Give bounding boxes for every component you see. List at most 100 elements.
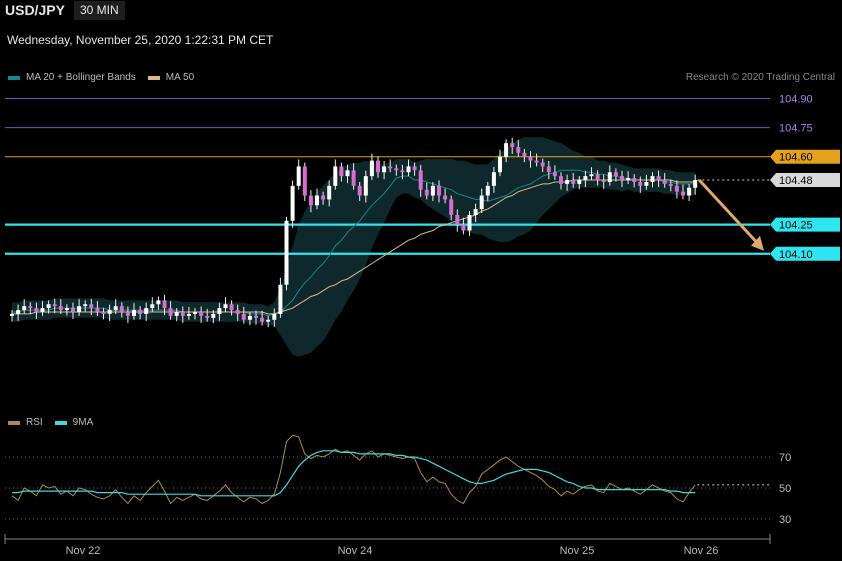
candle-body-up [150,304,155,309]
candle-body-up [430,185,435,196]
candle [296,159,301,190]
candle [437,180,441,203]
rsi-panel: 70 50 30 [5,434,791,526]
candle-body-down [162,300,167,309]
candle [284,216,289,291]
candle-body-down [52,304,57,307]
candle-body-up [479,195,484,210]
candle [613,168,618,182]
candle [546,160,551,180]
candle [595,170,600,186]
candle-body-down [388,166,393,169]
projection-arrow-head [751,235,764,251]
candle-body-up [247,315,252,320]
candle-body-down [437,185,441,196]
candle [138,306,143,320]
timeframe-button[interactable]: 30 MIN [74,1,125,20]
candle-body-down [534,160,539,163]
candle [52,298,57,314]
candle-body-up [363,176,368,196]
candle [278,277,283,318]
candle-body-up [327,185,332,200]
candle [363,170,368,203]
candle-body-up [467,214,472,231]
legend-item-ma50: MA 50 [147,72,194,83]
candle-body-up [290,185,295,221]
candle [156,296,161,310]
price-tag-support: 104.25 [770,217,840,232]
candle-body-down [95,308,100,312]
candle [95,301,100,316]
rsi-legend: RSI 9MA [8,417,105,428]
candle [485,181,490,201]
candle-body-up [345,170,350,177]
candle [632,174,637,188]
candle [644,174,649,190]
candle-body-down [662,180,667,184]
candle [552,165,557,181]
candle-body-up [186,313,191,316]
candle-body-down [199,312,204,316]
candle [620,170,624,188]
candle-body-down [229,304,234,311]
candle-body-up [589,174,594,177]
candle-body-down [205,315,210,318]
candle [565,174,570,191]
legend-swatch-rsi [8,420,20,425]
candle-body-up [607,172,612,182]
price-tag-box [770,246,840,261]
candle-body-down [321,195,326,200]
candle [125,306,130,323]
candle-body-up [217,308,222,314]
legend-label-rsi: RSI [26,417,43,428]
rsi-tick-label: 30 [779,514,791,526]
candle [510,137,515,155]
candle-body-down [455,214,460,225]
candle [272,308,277,327]
candle-body-down [552,172,557,177]
candle [504,139,509,163]
candle-body-down [638,181,643,186]
price-tag-pivot: 104.60 [770,149,840,164]
candle [333,159,338,190]
projection-layer [698,179,764,251]
candle-body-down [424,189,429,196]
candle [357,181,362,201]
price-tag-box [770,149,840,164]
candle [46,300,51,314]
moving-average-layer [12,169,696,317]
candle [491,166,496,193]
price-tag-last: 104.48 [770,173,840,188]
candle-body-up [144,308,149,314]
candle-body-down [302,166,307,196]
candle-body-down [28,306,33,309]
candle [302,162,307,201]
candle-body-down [528,156,533,161]
symbol-title: USD/JPY [5,2,65,18]
candle-body-down [620,176,624,181]
candle [266,315,271,328]
candle-body-up [266,319,271,322]
candle [217,302,222,321]
candle-body-up [333,166,338,186]
candle [186,306,191,320]
candle-body-down [357,185,362,196]
candle [668,180,673,192]
candle-body-up [64,308,69,311]
candle [540,158,545,172]
candle [571,173,576,188]
candle [40,301,45,316]
candle [382,160,387,180]
candle [681,184,685,200]
candle [193,308,197,320]
candle-body-up [583,176,588,181]
candle [211,310,216,324]
candle [601,174,606,189]
price-tag-support: 104.10 [770,246,840,261]
candle-body-up [156,300,161,305]
candle [180,306,185,323]
candle [467,211,472,236]
candle [674,180,679,199]
candle [132,303,136,320]
